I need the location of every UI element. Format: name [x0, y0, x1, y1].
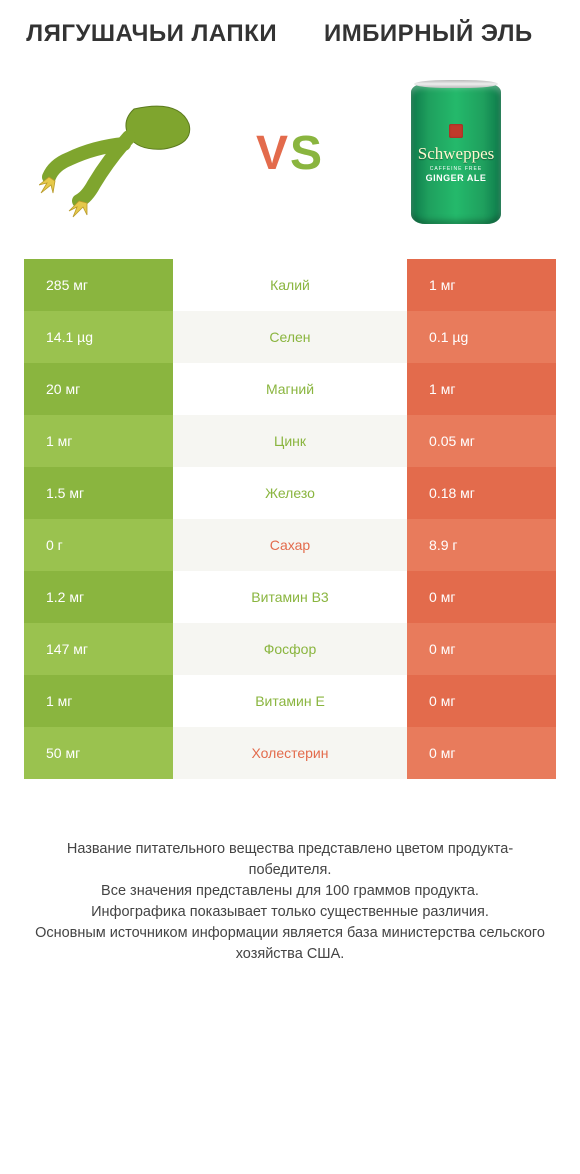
vs-s: S [290, 127, 324, 180]
vs-label: VS [256, 126, 324, 181]
value-right: 0 мг [407, 571, 556, 623]
nutrient-label: Селен [173, 311, 407, 363]
comparison-table: 285 мгКалий1 мг14.1 µgСелен0.1 µg20 мгМа… [24, 259, 556, 779]
value-left: 1.2 мг [24, 571, 173, 623]
nutrient-label: Цинк [173, 415, 407, 467]
nutrient-label: Железо [173, 467, 407, 519]
table-row: 20 мгМагний1 мг [24, 363, 556, 415]
table-row: 14.1 µgСелен0.1 µg [24, 311, 556, 363]
value-left: 285 мг [24, 259, 173, 311]
value-left: 14.1 µg [24, 311, 173, 363]
table-row: 0 гСахар8.9 г [24, 519, 556, 571]
table-row: 285 мгКалий1 мг [24, 259, 556, 311]
table-row: 147 мгФосфор0 мг [24, 623, 556, 675]
value-right: 0 мг [407, 727, 556, 779]
can-icon: Schweppes CAFFEINE FREE GINGER ALE [411, 84, 501, 224]
table-row: 1.2 мгВитамин B30 мг [24, 571, 556, 623]
nutrient-label: Магний [173, 363, 407, 415]
table-row: 50 мгХолестерин0 мг [24, 727, 556, 779]
versus-row: VS Schweppes CAFFEINE FREE GINGER ALE [24, 59, 556, 259]
nutrient-label: Сахар [173, 519, 407, 571]
value-right: 0 мг [407, 623, 556, 675]
table-row: 1 мгВитамин E0 мг [24, 675, 556, 727]
nutrient-label: Холестерин [173, 727, 407, 779]
value-right: 0 мг [407, 675, 556, 727]
can-crest-icon [449, 124, 463, 138]
footer-line-1: Название питательного вещества представл… [30, 839, 550, 881]
footer-notes: Название питательного вещества представл… [24, 839, 556, 965]
value-right: 1 мг [407, 259, 556, 311]
can-sub: CAFFEINE FREE [430, 166, 482, 172]
value-left: 1 мг [24, 675, 173, 727]
nutrient-label: Фосфор [173, 623, 407, 675]
footer-line-2: Все значения представлены для 100 граммо… [30, 881, 550, 902]
value-right: 0.1 µg [407, 311, 556, 363]
can-flavor: GINGER ALE [426, 173, 487, 183]
value-left: 147 мг [24, 623, 173, 675]
value-right: 8.9 г [407, 519, 556, 571]
footer-line-3: Инфографика показывает только существенн… [30, 902, 550, 923]
ginger-ale-image: Schweppes CAFFEINE FREE GINGER ALE [366, 79, 546, 229]
nutrient-label: Витамин B3 [173, 571, 407, 623]
frog-legs-image [34, 79, 214, 229]
value-left: 1 мг [24, 415, 173, 467]
title-right: ИМБИРНЫЙ ЭЛЬ [301, 20, 556, 49]
vs-v: V [256, 127, 290, 180]
nutrient-label: Витамин E [173, 675, 407, 727]
title-left: ЛЯГУШАЧЬИ ЛАПКИ [24, 20, 279, 49]
value-left: 20 мг [24, 363, 173, 415]
value-right: 0.18 мг [407, 467, 556, 519]
value-right: 0.05 мг [407, 415, 556, 467]
table-row: 1.5 мгЖелезо0.18 мг [24, 467, 556, 519]
header: ЛЯГУШАЧЬИ ЛАПКИ ИМБИРНЫЙ ЭЛЬ [24, 20, 556, 49]
nutrient-label: Калий [173, 259, 407, 311]
value-right: 1 мг [407, 363, 556, 415]
table-row: 1 мгЦинк0.05 мг [24, 415, 556, 467]
value-left: 1.5 мг [24, 467, 173, 519]
value-left: 50 мг [24, 727, 173, 779]
can-brand: Schweppes [418, 144, 494, 164]
value-left: 0 г [24, 519, 173, 571]
footer-line-4: Основным источником информации является … [30, 923, 550, 965]
